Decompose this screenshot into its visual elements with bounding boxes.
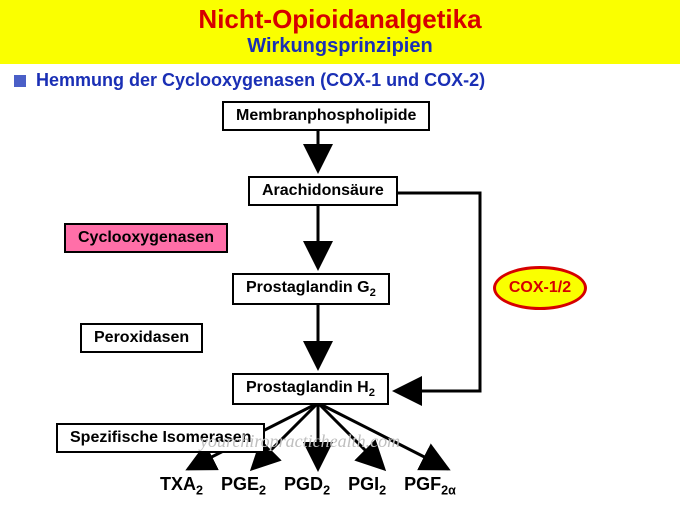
node-cox-oval: COX-1/2	[493, 266, 587, 310]
node-cyclooxygenasen: Cyclooxygenasen	[64, 223, 228, 253]
node-pg-h2-sub: 2	[369, 387, 375, 399]
header-band: Nicht-Opioidanalgetika Wirkungsprinzipie…	[0, 0, 680, 64]
node-peroxidasen: Peroxidasen	[80, 323, 203, 353]
bullet-marker	[14, 75, 26, 87]
node-membranphospholipide: Membranphospholipide	[222, 101, 430, 131]
node-pg-h2-label: Prostaglandin H	[246, 379, 369, 396]
diagram-canvas: Membranphospholipide Arachidonsäure Cycl…	[0, 101, 680, 511]
node-spezifische-isomerasen: Spezifische Isomerasen	[56, 423, 265, 453]
product-item: PGE2	[221, 474, 266, 494]
node-prostaglandin-h2: Prostaglandin H2	[232, 373, 389, 405]
node-pg-g2-sub: 2	[370, 287, 376, 299]
slide-subtitle: Wirkungsprinzipien	[0, 35, 680, 58]
products-row: TXA2 PGE2 PGD2 PGI2 PGF2α	[160, 474, 474, 498]
bullet-text: Hemmung der Cyclooxygenasen (COX-1 und C…	[36, 70, 485, 91]
product-item: PGF2α	[404, 474, 456, 494]
node-cox-label: COX-1/2	[509, 279, 571, 297]
node-arachidonsaeure: Arachidonsäure	[248, 176, 398, 206]
node-prostaglandin-g2: Prostaglandin G2	[232, 273, 390, 305]
product-item: PGI2	[348, 474, 386, 494]
bullet-row: Hemmung der Cyclooxygenasen (COX-1 und C…	[0, 64, 680, 101]
product-item: PGD2	[284, 474, 330, 494]
slide-title: Nicht-Opioidanalgetika	[0, 4, 680, 35]
product-item: TXA2	[160, 474, 203, 494]
node-pg-g2-label: Prostaglandin G	[246, 279, 370, 296]
